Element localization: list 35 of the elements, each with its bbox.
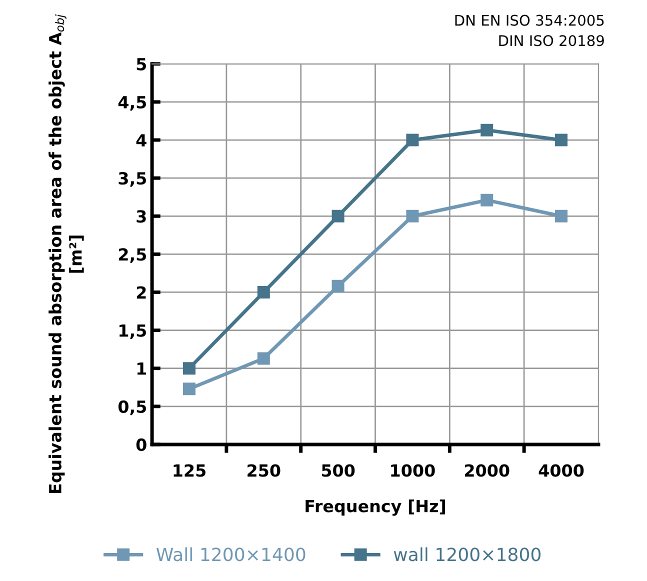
x-tick-label: 2000	[464, 464, 510, 477]
text: DN EN ISO 354:2005	[455, 14, 604, 26]
legend-label: Wall 1200×1400	[156, 547, 306, 562]
point	[480, 124, 494, 136]
x-tick-label: 500	[322, 464, 355, 477]
point	[406, 134, 419, 146]
x-tick-label: 1000	[391, 464, 435, 477]
y-tick-label: 2,5	[118, 248, 146, 263]
x-tick-label: 125	[174, 464, 206, 477]
x-tick-label: 4000	[538, 464, 584, 477]
point	[555, 210, 568, 222]
text: DIN ISO 20189	[499, 35, 604, 46]
point	[182, 362, 196, 375]
y-tick-label: 5	[136, 58, 146, 70]
y-tick-label: 3	[136, 210, 146, 223]
x-tick-label: 250	[248, 464, 280, 477]
y-tick-label: 3,5	[118, 172, 146, 187]
x-axis-title: Frequency [Hz]	[306, 499, 445, 516]
point	[332, 280, 344, 292]
point	[406, 210, 419, 222]
y-tick-label: 4,5	[118, 96, 146, 111]
y-tick-label: 1,5	[120, 324, 146, 339]
y-tick-label: 4	[136, 134, 146, 146]
point	[182, 382, 196, 396]
text: Equivalent sound absorption area of the object A$_{obj}$ [m²]	[48, 14, 84, 493]
point	[555, 134, 568, 146]
point	[332, 210, 344, 222]
point	[480, 194, 494, 206]
y-tick-label: 0,5	[118, 400, 146, 416]
point	[257, 352, 270, 365]
y-tick-label: 2	[136, 286, 146, 299]
y-tick-label: 0	[136, 438, 146, 452]
legend-label: wall 1200×1800	[394, 547, 541, 562]
point	[257, 286, 270, 298]
y-tick-label: 1	[137, 362, 146, 375]
